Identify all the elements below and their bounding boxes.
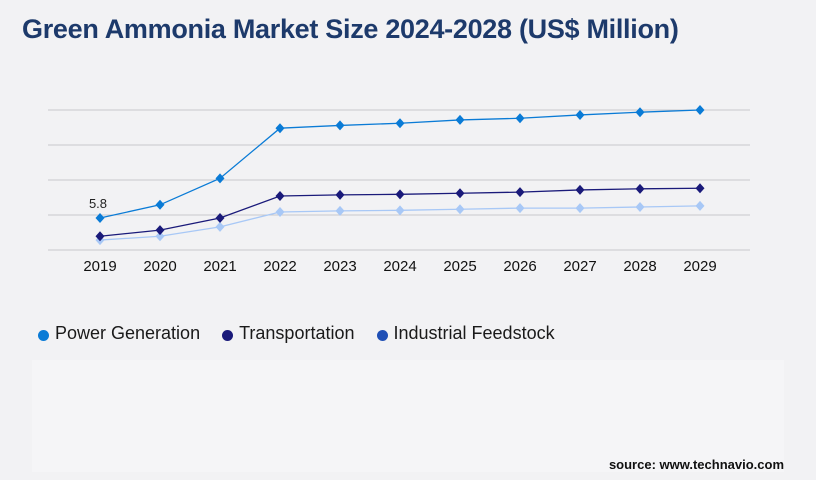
data-point bbox=[395, 189, 405, 200]
data-point bbox=[395, 118, 405, 129]
data-point bbox=[695, 105, 705, 115]
data-label: 5.8 bbox=[89, 196, 107, 211]
data-point bbox=[275, 206, 285, 217]
data-point bbox=[515, 203, 525, 214]
x-tick-label: 2021 bbox=[203, 258, 236, 275]
x-tick-label: 2024 bbox=[383, 258, 416, 275]
data-point bbox=[575, 184, 585, 195]
x-tick-label: 2025 bbox=[443, 258, 476, 275]
x-tick-label: 2020 bbox=[143, 258, 176, 275]
data-point bbox=[695, 200, 705, 211]
data-point bbox=[335, 120, 345, 131]
data-point bbox=[455, 188, 465, 199]
x-tick-label: 2029 bbox=[683, 258, 716, 275]
legend-item: Transportation bbox=[222, 323, 355, 344]
data-point bbox=[215, 173, 225, 184]
legend-marker-icon bbox=[38, 330, 49, 341]
data-point bbox=[575, 203, 585, 214]
legend-item: Power Generation bbox=[38, 323, 200, 344]
legend-label: Transportation bbox=[239, 323, 355, 343]
legend-marker-icon bbox=[376, 330, 388, 341]
data-point bbox=[95, 213, 105, 224]
x-tick-label: 2023 bbox=[323, 258, 356, 275]
data-point bbox=[515, 187, 525, 198]
data-point bbox=[275, 190, 285, 201]
legend-label: Industrial Feedstock bbox=[393, 323, 555, 343]
data-point bbox=[455, 114, 465, 125]
data-point bbox=[155, 225, 165, 236]
x-tick-label: 2028 bbox=[623, 258, 656, 275]
legend-marker-icon bbox=[222, 330, 234, 341]
data-point bbox=[455, 204, 465, 215]
chart-title: Green Ammonia Market Size 2024-2028 (US$… bbox=[22, 14, 679, 44]
data-point bbox=[155, 231, 165, 242]
data-point bbox=[635, 202, 645, 213]
background-panel bbox=[32, 360, 784, 472]
legend-item: Industrial Feedstock bbox=[376, 323, 555, 344]
x-tick-label: 2026 bbox=[503, 258, 536, 275]
data-point bbox=[575, 109, 585, 120]
data-point bbox=[95, 231, 105, 242]
data-point bbox=[695, 183, 705, 194]
data-point bbox=[275, 123, 285, 134]
data-point bbox=[635, 107, 645, 118]
line-chart: 2019 2020 2021 2022 2023 2024 2025 2026 2027 2028… bbox=[48, 105, 750, 275]
legend: Power Generation Transportation Industrial… bbox=[38, 323, 555, 344]
source-label: source: www.technavio.com bbox=[608, 457, 784, 472]
data-point bbox=[335, 205, 345, 216]
x-tick-label: 2027 bbox=[563, 258, 596, 275]
data-point bbox=[215, 213, 225, 224]
legend-label: Power Generation bbox=[55, 323, 201, 343]
data-point bbox=[155, 199, 165, 210]
data-point bbox=[515, 113, 525, 124]
data-point bbox=[635, 183, 645, 194]
data-point bbox=[395, 205, 405, 216]
data-point bbox=[335, 189, 345, 200]
data-point bbox=[215, 221, 225, 232]
x-tick-label: 2022 bbox=[263, 258, 296, 275]
x-tick-label: 2019 bbox=[83, 258, 116, 275]
